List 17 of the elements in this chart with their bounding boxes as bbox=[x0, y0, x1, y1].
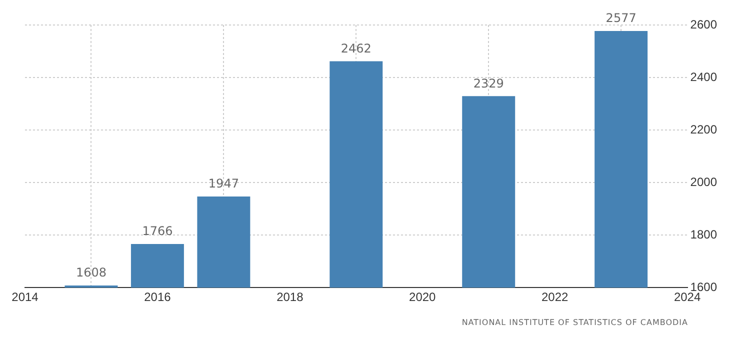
y-tick-label: 1800 bbox=[690, 227, 718, 242]
x-tick-label: 2018 bbox=[276, 290, 304, 304]
data-label: 1608 bbox=[76, 266, 107, 280]
data-label: 2462 bbox=[340, 41, 372, 56]
y-tick-label: 2000 bbox=[690, 174, 718, 189]
y-tick-label: 2400 bbox=[690, 70, 718, 84]
y-tick-label: 2600 bbox=[690, 17, 718, 32]
x-tick-label: 2022 bbox=[541, 290, 569, 304]
x-tick-label: 2016 bbox=[144, 290, 172, 304]
data-label: 1947 bbox=[208, 176, 239, 191]
text: NATIONAL INSTITUTE OF STATISTICS OF CAMBODIA bbox=[462, 318, 688, 327]
y-tick-label: 2200 bbox=[690, 122, 718, 136]
data-label: 2329 bbox=[473, 76, 504, 90]
data-label: 2577 bbox=[606, 11, 636, 26]
x-tick-label: 2014 bbox=[12, 290, 39, 304]
x-tick-label: 2020 bbox=[409, 290, 436, 304]
data-label: 1766 bbox=[142, 224, 173, 238]
